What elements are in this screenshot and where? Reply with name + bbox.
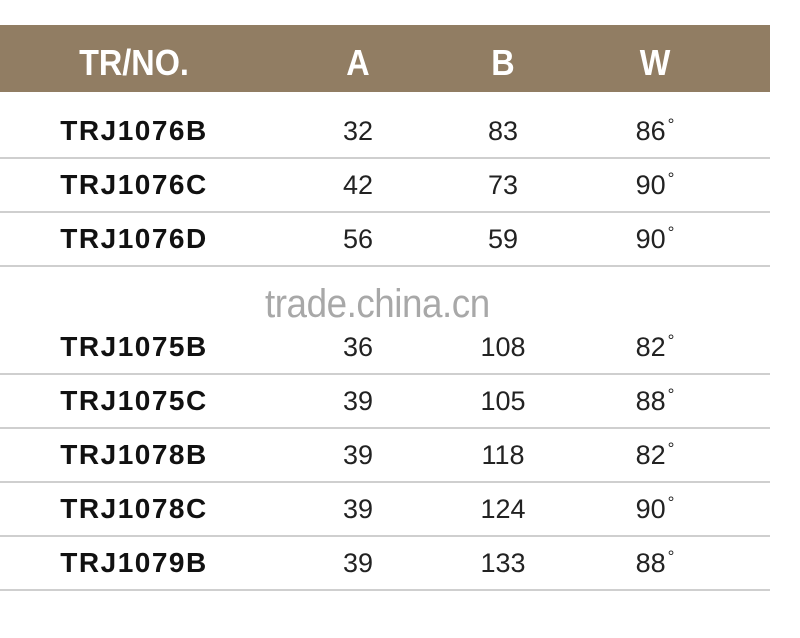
cell-a-value: 39 [342, 440, 374, 470]
cell-tr-no-value: TRJ1075C [60, 385, 208, 416]
degree-symbol: ° [667, 169, 675, 188]
cell-b-value: 118 [481, 440, 525, 470]
cell-w: 90 ° [612, 159, 698, 211]
cell-b-value: 108 [480, 332, 526, 362]
cell-a: 56 [318, 213, 398, 265]
degree-symbol: ° [667, 439, 675, 458]
cell-b-value: 133 [480, 548, 526, 578]
cell-b-value: 59 [487, 224, 519, 254]
cell-a-value: 32 [342, 116, 374, 146]
cell-tr-no-value: TRJ1076C [60, 169, 208, 200]
cell-b: 73 [458, 159, 548, 211]
cell-b: 105 [458, 375, 548, 427]
cell-b-value: 105 [480, 386, 526, 416]
table-row: TRJ1076C 42 73 90 ° [0, 159, 770, 213]
cell-w-value: 90 [635, 494, 666, 524]
cell-b: 124 [458, 483, 548, 535]
cell-tr-no-value: TRJ1076B [60, 115, 208, 146]
degree-symbol: ° [667, 115, 675, 134]
cell-a: 36 [318, 321, 398, 373]
cell-w: 82 ° [612, 429, 698, 481]
degree-symbol: ° [667, 385, 675, 404]
cell-b: 59 [458, 213, 548, 265]
cell-b-value: 73 [487, 170, 519, 200]
table-row: TRJ1076D 56 59 90 ° [0, 213, 770, 267]
table-row: TRJ1079B 39 133 88 ° [0, 537, 770, 591]
cell-w: 90 ° [612, 483, 698, 535]
cell-a: 32 [318, 105, 398, 157]
cell-w: 88 ° [612, 537, 698, 589]
table-row: TRJ1078B 39 118 82 ° [0, 429, 770, 483]
cell-tr-no: TRJ1078B [34, 429, 234, 481]
degree-symbol: ° [667, 331, 675, 350]
cell-w-value: 82 [635, 440, 666, 470]
degree-symbol: ° [667, 493, 675, 512]
cell-a: 39 [318, 537, 398, 589]
cell-a-value: 56 [342, 224, 374, 254]
cell-a-value: 39 [342, 386, 374, 416]
cell-b-value: 83 [487, 116, 519, 146]
table-row: TRJ1075B 36 108 82 ° [0, 321, 770, 375]
cell-a-value: 36 [342, 332, 374, 362]
table-header: TR/NO. A B W [0, 25, 770, 92]
cell-a-value: 42 [342, 170, 374, 200]
cell-a-value: 39 [342, 548, 374, 578]
cell-b: 118 [458, 429, 548, 481]
cell-w-value: 86 [635, 116, 666, 146]
header-b: B [491, 42, 515, 83]
cell-a: 39 [318, 375, 398, 427]
header-a: A [346, 42, 370, 83]
cell-w: 90 ° [612, 213, 698, 265]
header-tr-no: TR/NO. [79, 42, 189, 83]
cell-b: 83 [458, 105, 548, 157]
cell-w-value: 90 [635, 170, 666, 200]
cell-a: 42 [318, 159, 398, 211]
cell-a: 39 [318, 483, 398, 535]
cell-tr-no-value: TRJ1079B [60, 547, 208, 578]
degree-symbol: ° [667, 547, 675, 566]
cell-tr-no: TRJ1079B [34, 537, 234, 589]
cell-tr-no-value: TRJ1078C [60, 493, 208, 524]
cell-tr-no: TRJ1078C [34, 483, 234, 535]
cell-tr-no: TRJ1076D [34, 213, 234, 265]
cell-tr-no: TRJ1076B [34, 105, 234, 157]
cell-w-value: 88 [635, 548, 666, 578]
cell-b: 133 [458, 537, 548, 589]
watermark: trade.china.cn [265, 282, 490, 326]
cell-a: 39 [318, 429, 398, 481]
cell-b-value: 124 [480, 494, 526, 524]
cell-w-value: 82 [635, 332, 666, 362]
table-row: TRJ1075C 39 105 88 ° [0, 375, 770, 429]
cell-tr-no: TRJ1076C [34, 159, 234, 211]
table-row: TRJ1078C 39 124 90 ° [0, 483, 770, 537]
cell-w: 88 ° [612, 375, 698, 427]
degree-symbol: ° [667, 223, 675, 242]
cell-a-value: 39 [342, 494, 374, 524]
cell-tr-no: TRJ1075B [34, 321, 234, 373]
cell-w-value: 88 [635, 386, 666, 416]
cell-tr-no-value: TRJ1078B [60, 439, 208, 470]
table-row: TRJ1076B 32 83 86 ° [0, 105, 770, 159]
cell-w-value: 90 [635, 224, 666, 254]
cell-w: 82 ° [612, 321, 698, 373]
header-w: W [639, 42, 671, 83]
cell-tr-no: TRJ1075C [34, 375, 234, 427]
cell-tr-no-value: TRJ1076D [60, 223, 208, 254]
cell-b: 108 [458, 321, 548, 373]
cell-w: 86 ° [612, 105, 698, 157]
cell-tr-no-value: TRJ1075B [60, 331, 208, 362]
